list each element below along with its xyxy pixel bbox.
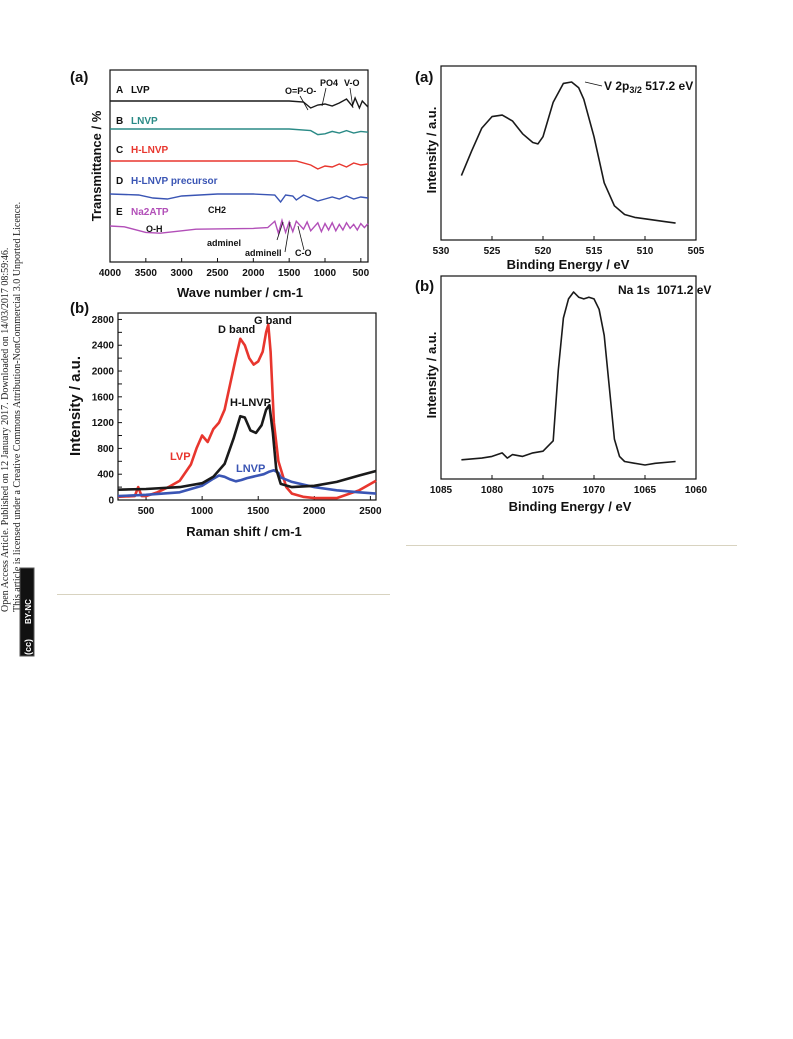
annotation-admine1: adminel	[207, 238, 241, 248]
series-label-lnvp: LNVP	[236, 463, 265, 475]
x-axis-label: Raman shift / cm-1	[186, 524, 302, 539]
x-tick-label: 2000	[242, 268, 265, 279]
plot-frame	[117, 312, 377, 501]
plot-frame	[109, 69, 369, 263]
licence-line-2: This article is licensed under a Creativ…	[12, 202, 23, 612]
x-tick-label: 1500	[247, 506, 270, 517]
series-name: Na2ATP	[131, 207, 169, 218]
panel-label: (a)	[415, 69, 433, 86]
panel-label: (b)	[415, 278, 434, 295]
x-tick-label: 500	[138, 506, 155, 517]
band-label-g: G band	[254, 315, 292, 327]
series-name: H-LNVP precursor	[131, 176, 218, 187]
x-tick-label: 3500	[135, 268, 158, 279]
annotation-vo: V-O	[344, 78, 360, 88]
ftir-chart: (a) Transmittance / % Wave number / cm-1…	[70, 69, 370, 300]
left-column-rule	[57, 594, 390, 595]
panel-label: (b)	[70, 300, 89, 317]
band-label-d: D band	[218, 324, 255, 336]
x-axis-label: Binding Energy / eV	[507, 257, 630, 272]
y-tick-label: 0	[108, 496, 114, 507]
annotation-oh: O-H	[146, 224, 163, 234]
series-name: LNVP	[131, 116, 158, 127]
series-letter: A	[116, 85, 123, 96]
series-letter: E	[116, 207, 123, 218]
x-tick-label: 1000	[314, 268, 337, 279]
annotation-opo: O=P-O-	[285, 86, 316, 96]
cc-license-badge[interactable]	[19, 567, 35, 657]
y-tick-label: 400	[97, 470, 114, 481]
series-line	[110, 160, 369, 170]
series-letter: D	[116, 176, 123, 187]
y-tick-label: 1200	[92, 418, 115, 429]
y-tick-label: 2000	[92, 367, 115, 378]
series-line	[110, 128, 369, 136]
panel-label: (a)	[70, 69, 88, 86]
x-tick-label: 1075	[532, 485, 555, 496]
annotation-po4: PO4	[320, 78, 338, 88]
annotation-admine2: adminell	[245, 248, 282, 258]
series-label-lvp: LVP	[170, 451, 191, 463]
y-tick-label: 2800	[92, 315, 115, 326]
x-tick-label: 510	[637, 246, 654, 257]
series-line	[117, 468, 377, 498]
x-tick-label: 2500	[359, 506, 382, 517]
series-label-hlnvp: H-LNVP	[230, 397, 271, 409]
x-tick-label: 500	[352, 268, 369, 279]
y-tick-label: 800	[97, 444, 114, 455]
x-axis-label: Wave number / cm-1	[177, 285, 303, 300]
annotation-arrows	[276, 87, 354, 253]
y-axis-label: Transmittance / %	[89, 110, 104, 221]
peak-arrow	[584, 81, 603, 87]
series-name: LVP	[131, 85, 150, 96]
cc-badge-text: (cc)	[23, 639, 33, 655]
x-tick-label: 515	[586, 246, 603, 257]
annotation-ch2: CH2	[208, 205, 226, 215]
series-line	[461, 291, 676, 466]
x-tick-label: 520	[535, 246, 552, 257]
x-tick-label: 3000	[171, 268, 194, 279]
xps-na1s-chart: (b) Intensity / a.u. Binding Energy / eV…	[415, 275, 711, 514]
raman-chart: (b) Intensity / a.u. Raman shift / cm-1 …	[67, 300, 382, 539]
x-tick-label: 1085	[430, 485, 453, 496]
plot-frame	[440, 275, 697, 480]
annotation-co: C-O	[295, 248, 312, 258]
annotations: O=P-O- PO4 V-O CH2 O-H adminel adminell …	[146, 78, 360, 258]
x-tick-label: 1000	[191, 506, 214, 517]
peak-label: Na 1s 1071.2 eV	[618, 283, 711, 297]
by-nc-badge-text: BY-NC	[24, 599, 33, 624]
series-line	[460, 81, 676, 224]
series-name: H-LNVP	[131, 145, 169, 156]
series-line	[117, 403, 377, 491]
x-tick-label: 1065	[634, 485, 657, 496]
y-axis-label: Intensity / a.u.	[67, 356, 84, 456]
x-axis-label: Binding Energy / eV	[509, 499, 632, 514]
xps-v2p-chart: (a) Intensity / a.u. Binding Energy / eV…	[415, 65, 705, 272]
y-axis-label: Intensity / a.u.	[424, 332, 439, 419]
x-tick-label: 505	[688, 246, 705, 257]
x-tick-label: 525	[484, 246, 501, 257]
series-letter: C	[116, 145, 123, 156]
y-tick-label: 1600	[92, 392, 115, 403]
licence-line-1: Open Access Article. Published on 12 Jan…	[0, 248, 11, 612]
y-tick-label: 2400	[92, 341, 115, 352]
series-letter: B	[116, 116, 123, 127]
x-tick-label: 2000	[303, 506, 326, 517]
licence-sidebar: Open Access Article. Published on 12 Jan…	[0, 202, 35, 657]
series-line	[110, 96, 369, 110]
series-line	[109, 217, 369, 236]
x-tick-label: 1070	[583, 485, 606, 496]
right-column-rule	[406, 545, 737, 546]
series-line	[109, 193, 369, 204]
plot-frame	[440, 65, 697, 241]
x-tick-label: 530	[433, 246, 450, 257]
x-tick-label: 4000	[99, 268, 122, 279]
x-tick-label: 1500	[278, 268, 301, 279]
peak-label: V 2p3/2 517.2 eV	[604, 79, 693, 95]
x-tick-label: 1060	[685, 485, 708, 496]
x-tick-label: 1080	[481, 485, 504, 496]
y-axis-label: Intensity / a.u.	[424, 107, 439, 194]
x-tick-label: 2500	[206, 268, 229, 279]
